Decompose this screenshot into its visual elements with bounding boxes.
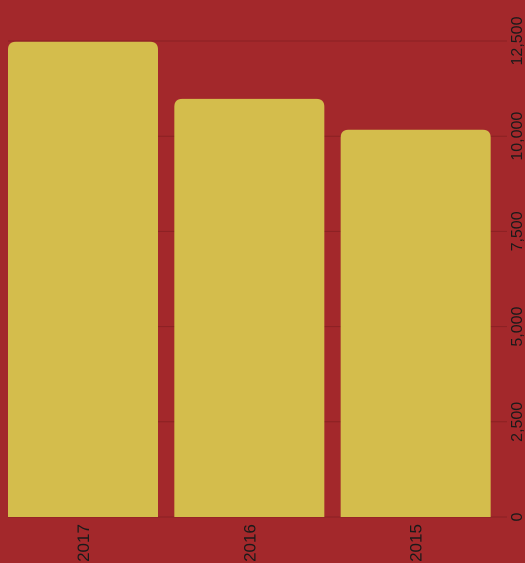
y-tick-label: 5,000 (509, 306, 525, 346)
bar-2015 (340, 129, 491, 518)
y-tick-label: 0 (509, 512, 525, 521)
bar-2016 (174, 98, 325, 518)
x-category-label: 2017 (74, 524, 93, 562)
bar-2017 (8, 41, 158, 518)
bars (8, 41, 491, 518)
x-category-label: 2016 (240, 524, 259, 562)
y-tick-label: 7,500 (509, 211, 525, 251)
x-axis-category-labels: 2017 2016 2015 (74, 524, 426, 562)
y-axis-tick-labels: 0 2,500 5,000 7,500 10,000 12,500 (509, 16, 525, 521)
x-category-label: 2015 (407, 524, 426, 562)
y-tick-label: 10,000 (509, 112, 525, 161)
y-tick-label: 12,500 (509, 16, 525, 65)
y-tick-label: 2,500 (509, 402, 525, 442)
